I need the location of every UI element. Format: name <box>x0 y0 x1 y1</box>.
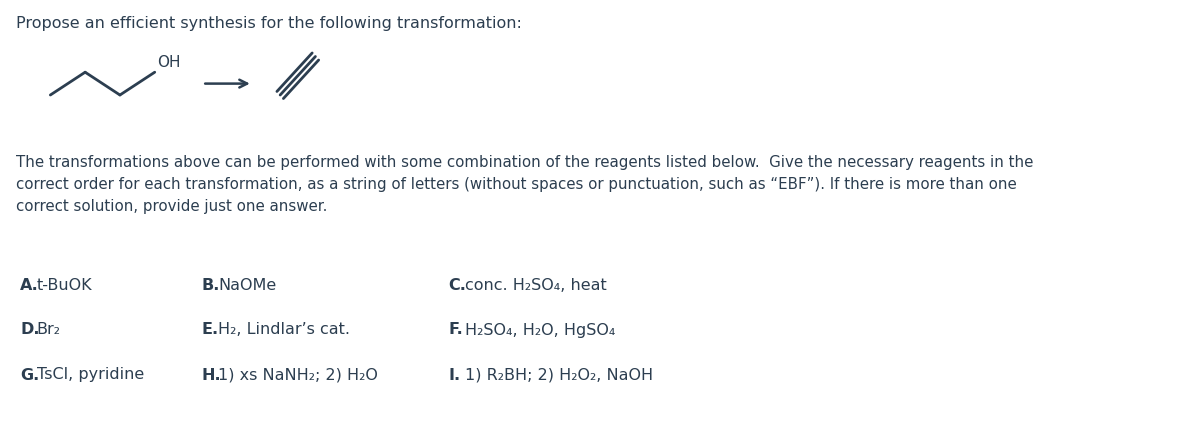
Text: conc. H₂SO₄, heat: conc. H₂SO₄, heat <box>466 278 607 292</box>
Text: G.: G. <box>20 368 40 382</box>
Text: NaOMe: NaOMe <box>218 278 276 292</box>
Text: H.: H. <box>202 368 221 382</box>
Text: A.: A. <box>20 278 38 292</box>
Text: E.: E. <box>202 323 218 337</box>
Text: D.: D. <box>20 323 40 337</box>
Text: F.: F. <box>449 323 463 337</box>
Text: Br₂: Br₂ <box>37 323 61 337</box>
Text: TsCl, pyridine: TsCl, pyridine <box>37 368 144 382</box>
Text: B.: B. <box>202 278 220 292</box>
Text: The transformations above can be performed with some combination of the reagents: The transformations above can be perform… <box>17 155 1034 214</box>
Text: 1) xs NaNH₂; 2) H₂O: 1) xs NaNH₂; 2) H₂O <box>218 368 378 382</box>
Text: 1) R₂BH; 2) H₂O₂, NaOH: 1) R₂BH; 2) H₂O₂, NaOH <box>466 368 653 382</box>
Text: t-BuOK: t-BuOK <box>37 278 92 292</box>
Text: I.: I. <box>449 368 461 382</box>
Text: OH: OH <box>157 55 181 70</box>
Text: Propose an efficient synthesis for the following transformation:: Propose an efficient synthesis for the f… <box>17 16 522 31</box>
Text: H₂SO₄, H₂O, HgSO₄: H₂SO₄, H₂O, HgSO₄ <box>466 323 616 337</box>
Text: C.: C. <box>449 278 467 292</box>
Text: H₂, Lindlar’s cat.: H₂, Lindlar’s cat. <box>218 323 350 337</box>
